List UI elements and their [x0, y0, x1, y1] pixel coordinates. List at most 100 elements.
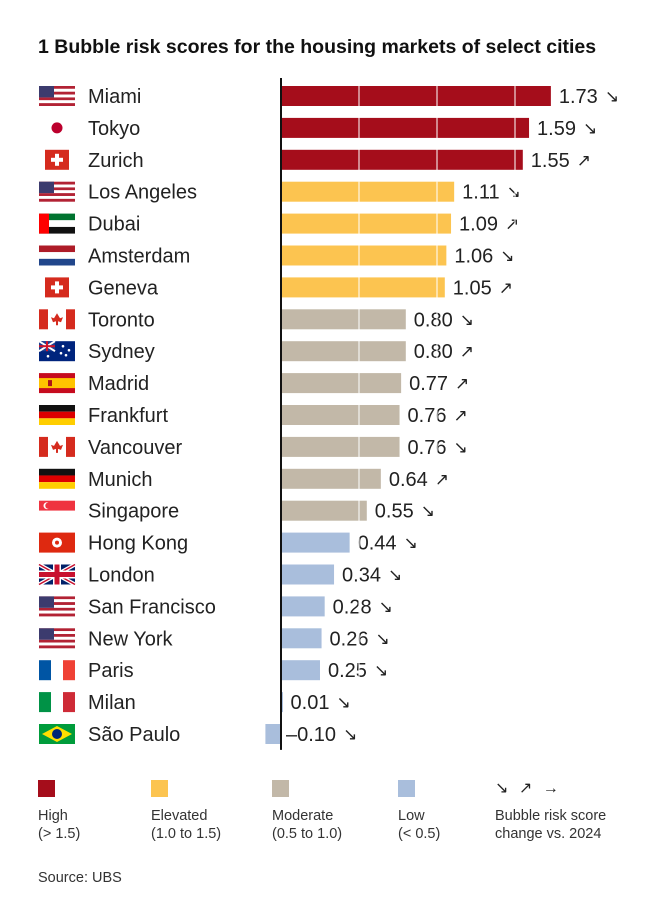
city-label-tokyo: Tokyo: [88, 118, 140, 140]
city-label-paris: Paris: [88, 660, 134, 682]
value-label-paris: 0.25: [328, 660, 367, 682]
city-label-dubai: Dubai: [88, 214, 140, 236]
flag-ae-icon: [39, 213, 75, 234]
value-label-milan: 0.01: [291, 692, 330, 714]
city-label-milan: Milan: [88, 692, 136, 714]
legend-label-elevated: Elevated: [151, 808, 208, 824]
city-label-sao-paulo: São Paulo: [88, 724, 180, 746]
trend-up-icon: ↗: [460, 342, 474, 361]
legend-range-moderate: (0.5 to 1.0): [272, 826, 343, 842]
flag-us-icon: [39, 596, 75, 617]
city-label-los-angeles: Los Angeles: [88, 182, 197, 204]
bar-hong-kong: [281, 532, 350, 553]
bar-miami: [281, 86, 551, 106]
trend-down-icon: ↘: [421, 502, 435, 521]
trend-down-icon: ↘: [374, 661, 388, 680]
bar-zurich: [281, 149, 523, 170]
value-label-geneva: 1.05: [453, 277, 492, 299]
legend-range-high: (> 1.5): [38, 826, 81, 842]
city-label-london: London: [88, 565, 155, 587]
legend-item-change: ↘ ↗ → Bubble risk score change vs. 2024: [495, 780, 606, 843]
flag-sg-icon: [39, 500, 75, 521]
legend: High (> 1.5) Elevated (1.0 to 1.5) Moder…: [38, 780, 648, 850]
flag-nl-icon: [39, 245, 75, 266]
legend-swatch-elevated: [151, 780, 168, 797]
bar-toronto: [281, 309, 406, 330]
flag-au-icon: [38, 340, 75, 362]
flag-ch-icon: [45, 277, 69, 298]
legend-swatch-low: [398, 780, 415, 797]
trend-down-icon: ↘: [375, 629, 389, 648]
flag-br-icon: [39, 724, 75, 744]
legend-change-label-1: Bubble risk score: [495, 808, 607, 824]
bar-tokyo: [281, 117, 530, 138]
flag-us-icon: [39, 86, 75, 106]
flag-us-icon: [39, 181, 75, 202]
bar-munich: [281, 468, 381, 489]
city-label-singapore: Singapore: [88, 501, 179, 523]
city-label-munich: Munich: [88, 469, 152, 491]
flag-hk-icon: [39, 532, 75, 553]
city-label-toronto: Toronto: [88, 309, 155, 331]
trend-down-icon: ↘: [583, 119, 597, 138]
legend-change-label-2: change vs. 2024: [495, 826, 602, 842]
legend-label-low: Low: [398, 808, 425, 824]
bar-vancouver: [281, 436, 400, 457]
value-label-toronto: 0.80: [414, 309, 453, 331]
value-label-madrid: 0.77: [409, 373, 448, 395]
value-label-sydney: 0.80: [414, 341, 453, 363]
bar-new-york: [281, 628, 322, 649]
trend-up-icon: ↗: [505, 215, 519, 234]
value-label-frankfurt: 0.76: [408, 405, 447, 427]
trend-up-icon: ↗: [453, 406, 467, 425]
flag-ca-icon: [39, 309, 75, 330]
legend-swatch-high: [38, 780, 55, 797]
bar-sydney: [281, 341, 406, 362]
trend-up-icon: ↗: [435, 470, 449, 489]
city-label-sydney: Sydney: [88, 341, 155, 363]
legend-swatch-moderate: [272, 780, 289, 797]
city-label-frankfurt: Frankfurt: [88, 405, 168, 427]
bar-geneva: [281, 277, 445, 298]
legend-label-moderate: Moderate: [272, 808, 334, 824]
bar-singapore: [281, 500, 367, 521]
value-label-amsterdam: 1.06: [454, 246, 493, 268]
bar-london: [281, 564, 335, 585]
value-label-london: 0.34: [342, 565, 381, 587]
city-label-madrid: Madrid: [88, 373, 149, 395]
value-label-san-francisco: 0.28: [333, 596, 372, 618]
legend-label-high: High: [38, 808, 68, 824]
bar-amsterdam: [281, 245, 447, 266]
bar-los-angeles: [281, 181, 455, 202]
flag-us-icon: [39, 628, 75, 649]
trend-down-icon: ↘: [404, 534, 418, 553]
city-label-hong-kong: Hong Kong: [88, 533, 188, 555]
value-label-tokyo: 1.59: [537, 118, 576, 140]
bar-paris: [281, 660, 320, 681]
legend-item-high: High (> 1.5): [38, 780, 80, 843]
flag-jp-icon: [39, 117, 75, 138]
value-label-miami: 1.73: [559, 86, 598, 108]
trend-arrows-icon: ↘ ↗ →: [495, 780, 562, 797]
flag-ch-icon: [45, 149, 69, 170]
trend-down-icon: ↘: [500, 247, 514, 266]
flag-gb-icon: [38, 562, 76, 587]
city-label-zurich: Zurich: [88, 150, 144, 172]
city-label-amsterdam: Amsterdam: [88, 246, 190, 268]
flag-es-icon: [39, 373, 75, 394]
value-label-new-york: 0.26: [330, 628, 369, 650]
city-label-new-york: New York: [88, 628, 173, 650]
trend-down-icon: ↘: [460, 310, 474, 329]
city-label-vancouver: Vancouver: [88, 437, 182, 459]
trend-up-icon: ↗: [499, 278, 513, 297]
legend-range-elevated: (1.0 to 1.5): [151, 826, 222, 842]
value-label-sao-paulo: –0.10: [286, 724, 336, 746]
legend-item-low: Low (< 0.5): [398, 780, 440, 843]
value-label-zurich: 1.55: [531, 150, 570, 172]
bar-san-francisco: [281, 596, 325, 617]
value-label-dubai: 1.09: [459, 214, 498, 236]
value-label-munich: 0.64: [389, 469, 428, 491]
flag-de-icon: [39, 468, 75, 489]
legend-item-elevated: Elevated (1.0 to 1.5): [151, 780, 221, 843]
city-label-miami: Miami: [88, 86, 141, 108]
